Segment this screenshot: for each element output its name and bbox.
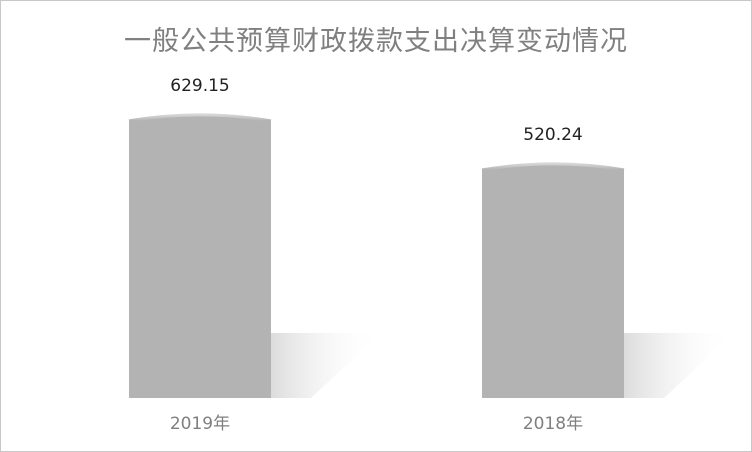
bar-shadow: [624, 333, 734, 398]
x-tick-label: 2019年: [170, 414, 230, 434]
bar-2018年: [482, 163, 624, 398]
bar-top-edge: [481, 162, 625, 172]
bar-2019年: [129, 114, 271, 398]
data-label: 520.24: [523, 125, 582, 145]
data-label: 629.15: [170, 76, 229, 96]
bar-shadow: [271, 333, 381, 398]
chart-title: 一般公共预算财政拨款支出决算变动情况: [124, 26, 628, 57]
bar-top-edge: [128, 113, 272, 123]
x-tick-label: 2018年: [523, 414, 583, 434]
